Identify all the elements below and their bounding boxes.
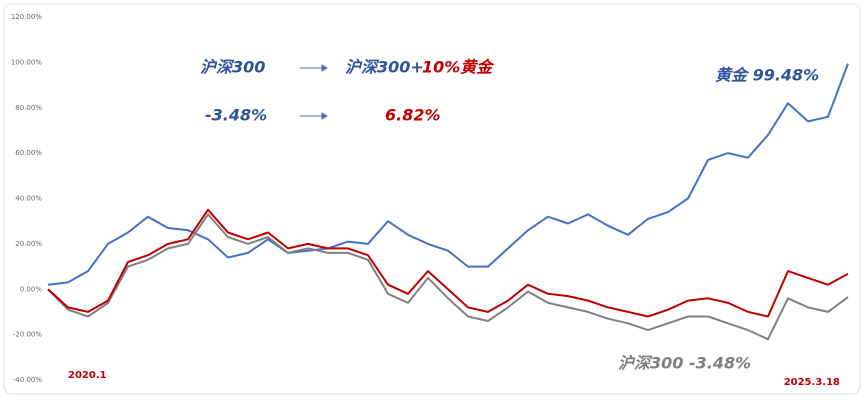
annotation: -3.48% [205,106,267,125]
y-tick-label: 100.00% [11,58,42,66]
annotation: 沪深300 [200,58,265,77]
y-tick-label: 40.00% [15,195,42,203]
y-tick-label: 80.00% [15,104,42,112]
y-tick-label: 120.00% [11,13,42,21]
arrows [300,64,328,120]
chart-frame [3,3,861,395]
annotation: 黄金 99.48% [715,66,819,85]
annotation: 沪深300+ [345,58,424,77]
y-tick-label: 0.00% [20,285,43,293]
y-tick-label: -20.00% [13,331,43,339]
series-line [47,208,849,318]
annotation: 10%黄金 [422,58,495,77]
y-tick-label: 20.00% [15,240,42,248]
annotation: 6.82% [385,106,441,125]
annotation: 沪深300 -3.48% [618,354,751,373]
series-line [47,213,849,341]
x-category-label: 2025.3.18 [784,377,840,388]
series-line [47,63,849,286]
y-tick-label: 60.00% [15,149,42,157]
x-category-label: 2020.1 [68,370,107,381]
y-tick-label: -40.00% [13,376,43,384]
